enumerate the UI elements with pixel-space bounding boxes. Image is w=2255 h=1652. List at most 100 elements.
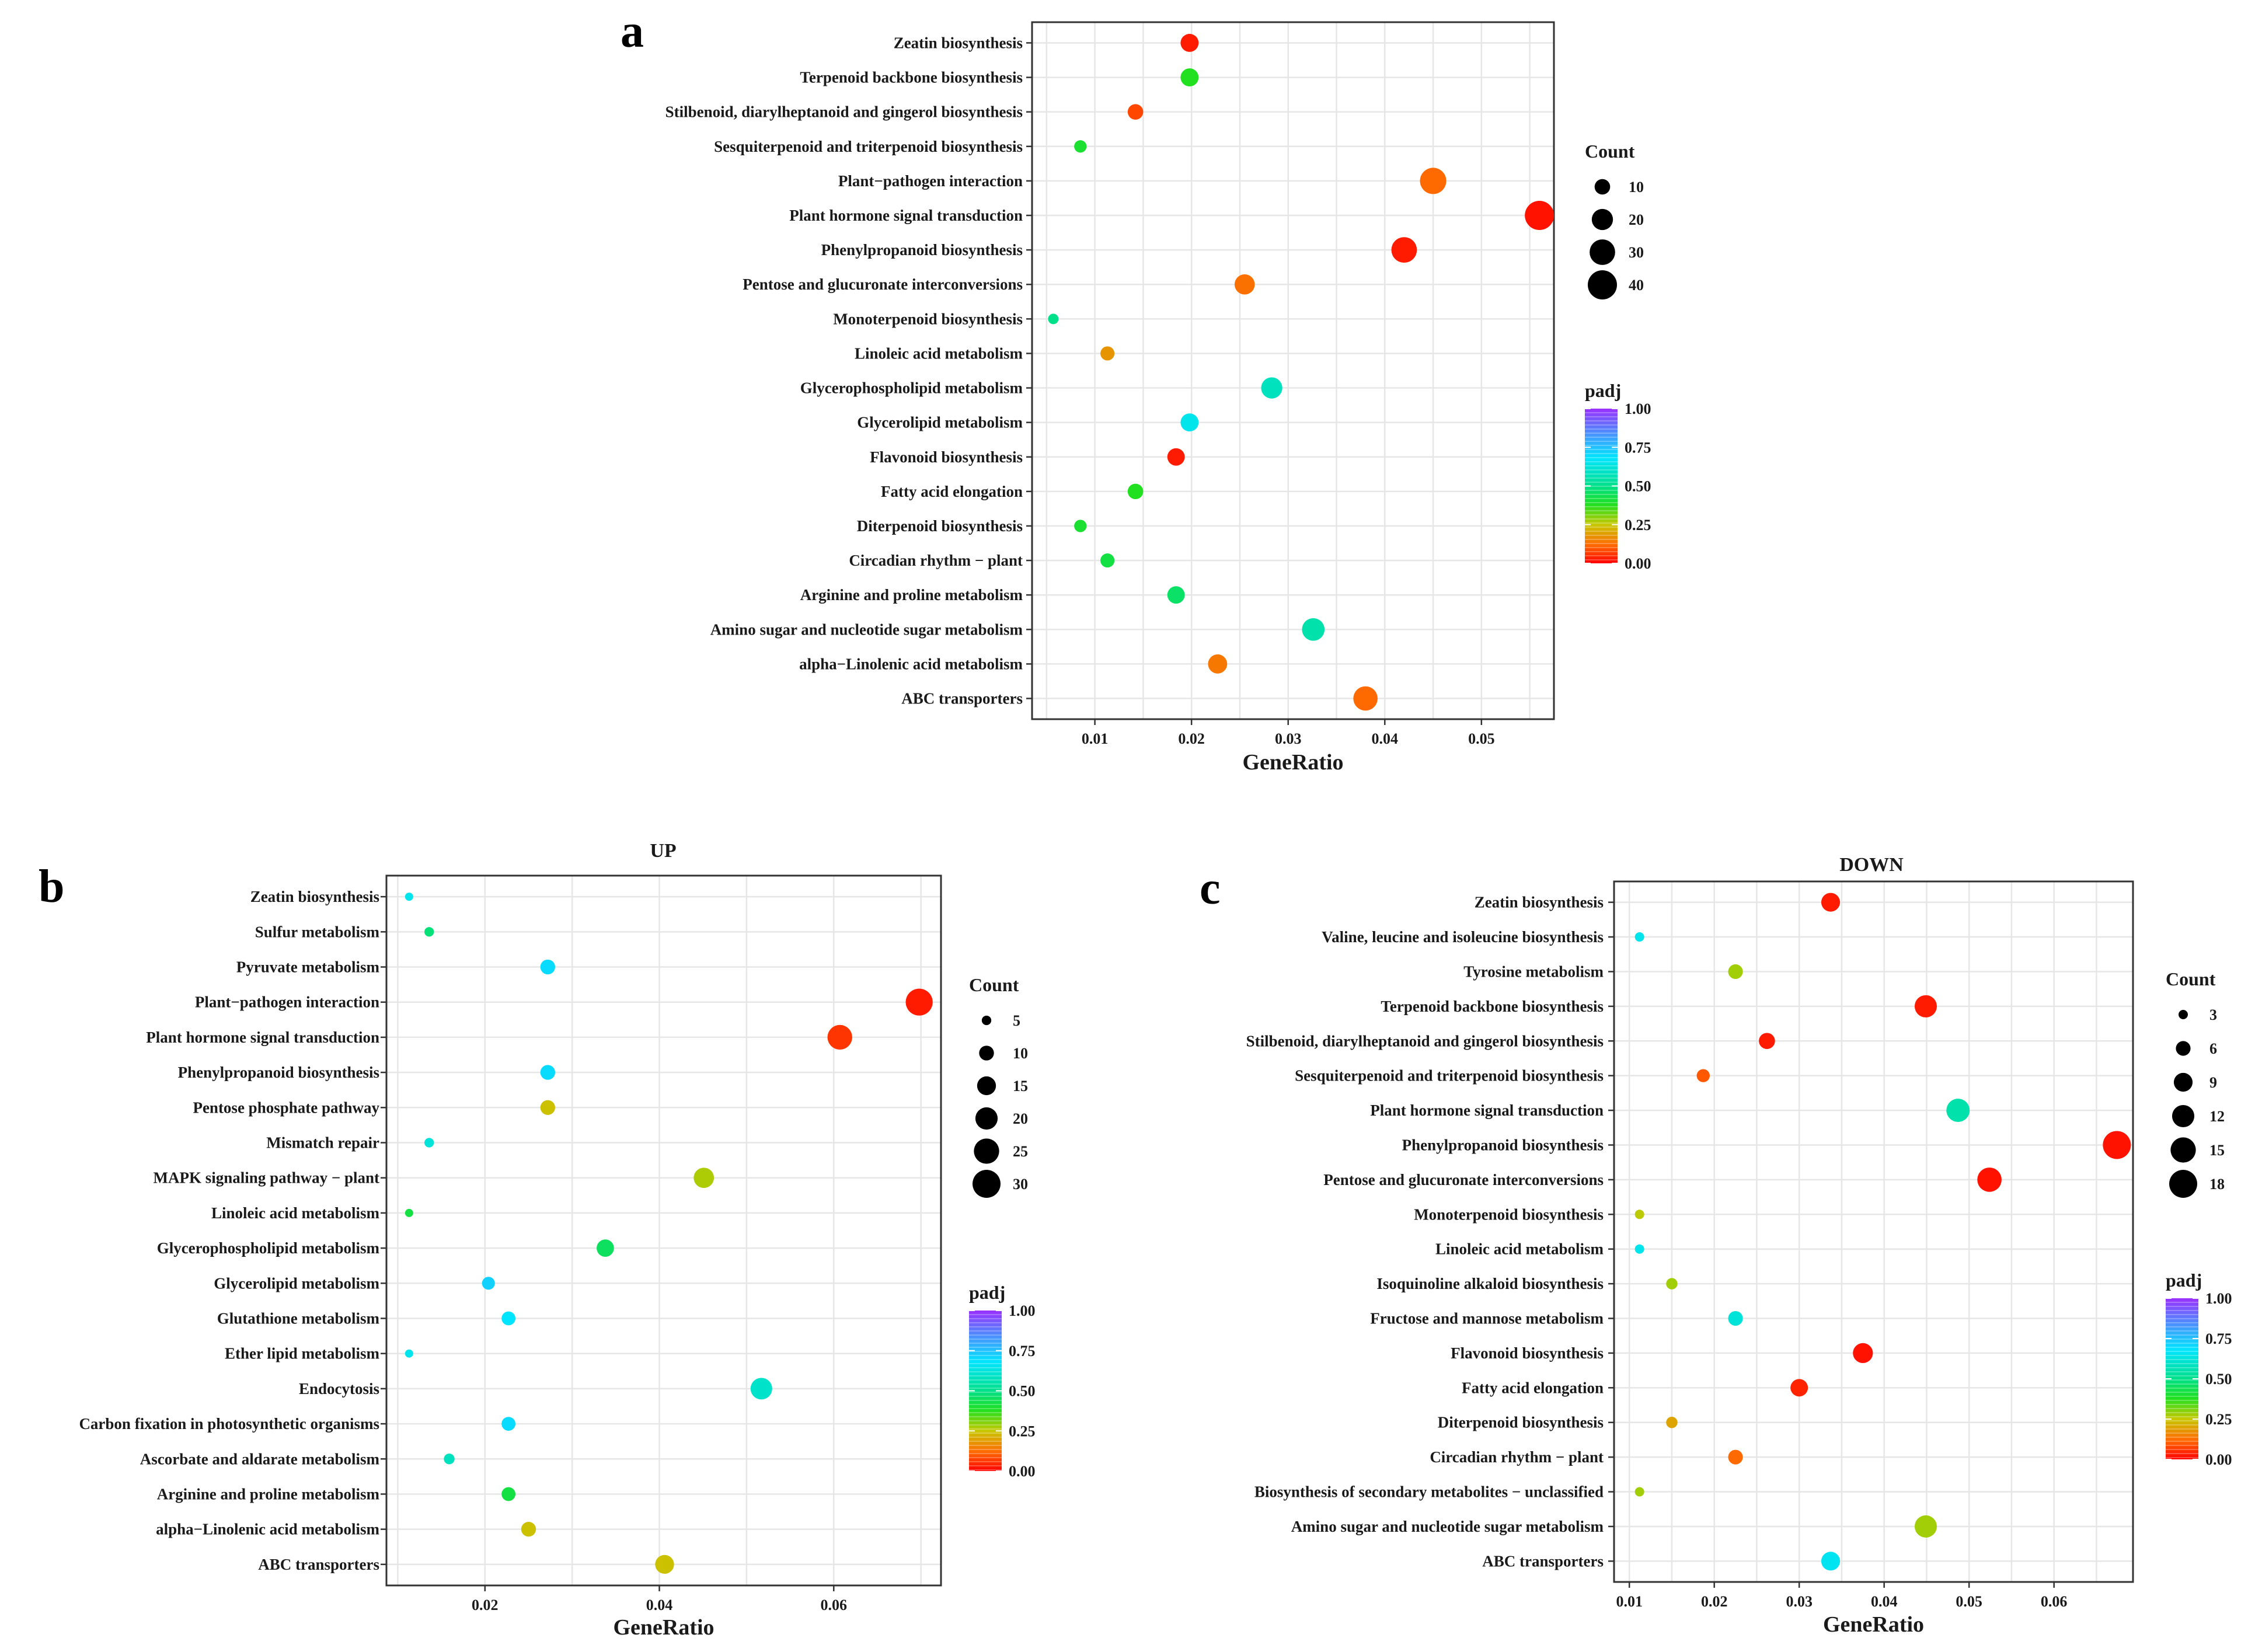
- category-label: Phenylpropanoid biosynthesis: [821, 241, 1023, 259]
- count-legend-dot: [2170, 1137, 2196, 1163]
- category-label: Glutathione metabolism: [217, 1309, 380, 1327]
- count-legend-label: 40: [1629, 277, 1644, 294]
- x-tick-label: 0.02: [1178, 730, 1205, 747]
- panel-b-plot: 0.02 0.04 0.06 GeneRatio Zeatin biosynthesis…: [79, 874, 942, 1640]
- category-label: ABC transporters: [1482, 1552, 1604, 1570]
- data-point: [1977, 1167, 2002, 1192]
- plot-area: [1613, 880, 2134, 1583]
- data-point: [1946, 1099, 1970, 1123]
- count-legend-label: 10: [1013, 1045, 1028, 1062]
- data-point: [1100, 553, 1115, 568]
- category-label: Plant−pathogen interaction: [195, 994, 379, 1011]
- data-point: [444, 1454, 455, 1465]
- count-legend-dot: [981, 1015, 992, 1026]
- category-label: Terpenoid backbone biosynthesis: [1381, 998, 1604, 1015]
- category-label: Ether lipid metabolism: [225, 1345, 380, 1362]
- plot-border: [1031, 21, 1555, 720]
- colorbar-label: 0.25: [2205, 1411, 2232, 1428]
- padj-legend-title: padj: [2166, 1270, 2202, 1291]
- category-label: Ascorbate and aldarate metabolism: [140, 1450, 380, 1468]
- data-point: [655, 1555, 674, 1574]
- data-point: [1208, 654, 1228, 674]
- panel-letter-b: b: [39, 861, 65, 912]
- category-label: Pentose and glucuronate interconversions: [1323, 1171, 1604, 1189]
- count-legend-dot: [2172, 1104, 2195, 1128]
- category-label: alpha−Linolenic acid metabolism: [799, 655, 1023, 672]
- x-tick-label: 0.06: [821, 1597, 848, 1613]
- colorbar-label: 0.25: [1625, 517, 1651, 534]
- data-point: [1914, 995, 1937, 1017]
- data-point: [501, 1417, 516, 1431]
- data-point: [1759, 1033, 1775, 1050]
- category-label: Plant hormone signal transduction: [1370, 1102, 1604, 1119]
- colorbar-label: 0.75: [1625, 439, 1651, 456]
- category-label: Plant hormone signal transduction: [146, 1029, 379, 1046]
- data-point: [750, 1378, 772, 1400]
- category-label: Linoleic acid metabolism: [211, 1204, 379, 1222]
- x-tick-label: 0.06: [2041, 1593, 2068, 1610]
- colorbar-label: 1.00: [2205, 1290, 2232, 1307]
- x-tick-label: 0.04: [1372, 730, 1399, 747]
- data-point: [1420, 168, 1447, 194]
- data-point: [1302, 618, 1325, 641]
- data-point: [1634, 932, 1644, 942]
- data-point: [1821, 1552, 1841, 1571]
- x-tick-label: 0.01: [1616, 1593, 1643, 1610]
- data-point: [1728, 1449, 1743, 1465]
- panel-a-plot: 0.01 0.02 0.03 0.04 0.05 GeneRatio Zeatin bios…: [665, 21, 1555, 775]
- category-label: Biosynthesis of secondary metabolites − …: [1254, 1483, 1604, 1501]
- x-tick-label: 0.03: [1275, 730, 1302, 747]
- data-point: [521, 1522, 536, 1537]
- category-label: Circadian rhythm − plant: [1430, 1448, 1604, 1466]
- colorbar-label: 0.50: [2205, 1371, 2232, 1388]
- count-legend-label: 30: [1013, 1176, 1028, 1193]
- plot-area: [1031, 21, 1555, 720]
- count-legend-dot: [975, 1107, 998, 1130]
- category-label: Linoleic acid metabolism: [1435, 1240, 1604, 1258]
- data-point: [1048, 313, 1059, 325]
- data-point: [1234, 274, 1255, 295]
- category-label: Phenylpropanoid biosynthesis: [178, 1064, 379, 1081]
- x-tick-label: 0.01: [1082, 730, 1109, 747]
- data-point: [1100, 346, 1115, 361]
- category-label: Glycerolipid metabolism: [857, 414, 1023, 431]
- category-label: Fructose and mannose metabolism: [1370, 1310, 1604, 1327]
- data-point: [482, 1277, 495, 1290]
- x-tick-label: 0.03: [1786, 1593, 1813, 1610]
- data-point: [1074, 520, 1087, 532]
- count-legend-dot: [1590, 239, 1615, 265]
- category-label: Carbon fixation in photosynthetic organi…: [79, 1415, 379, 1433]
- category-label: Arginine and proline metabolism: [800, 586, 1023, 604]
- count-legend-label: 20: [1629, 211, 1644, 228]
- data-point: [405, 1208, 413, 1217]
- category-label: Glycerophospholipid metabolism: [800, 379, 1023, 397]
- data-point: [597, 1239, 614, 1257]
- category-label: Glycerophospholipid metabolism: [157, 1239, 380, 1257]
- category-label: Linoleic acid metabolism: [855, 344, 1023, 362]
- data-point: [405, 893, 413, 901]
- category-label: Pentose and glucuronate interconversions: [743, 276, 1023, 293]
- data-point: [540, 1065, 556, 1080]
- count-legend-dot: [2179, 1010, 2188, 1019]
- category-label: Pyruvate metabolism: [236, 959, 380, 976]
- x-tick-label: 0.04: [646, 1597, 673, 1613]
- category-label: alpha−Linolenic acid metabolism: [156, 1521, 379, 1538]
- count-legend-label: 25: [1013, 1143, 1028, 1160]
- colorbar-label: 0.75: [1009, 1343, 1036, 1360]
- count-legend-dot: [2176, 1041, 2191, 1056]
- category-label: Isoquinoline alkaloid biosynthesis: [1376, 1275, 1604, 1292]
- colorbar-label: 0.50: [1009, 1383, 1036, 1400]
- category-label: Stilbenoid, diarylheptanoid and gingerol…: [1246, 1032, 1604, 1050]
- category-label: Tyrosine metabolism: [1463, 963, 1604, 980]
- category-label: Stilbenoid, diarylheptanoid and gingerol…: [665, 103, 1023, 121]
- category-label: Amino sugar and nucleotide sugar metabol…: [710, 621, 1023, 638]
- x-tick-label: 0.04: [1871, 1593, 1898, 1610]
- count-legend-dot: [977, 1076, 996, 1096]
- plot-border: [1613, 880, 2134, 1583]
- category-label: Monoterpenoid biosynthesis: [833, 310, 1023, 327]
- count-legend-dot: [979, 1045, 994, 1061]
- category-label: Diterpenoid biosynthesis: [1438, 1414, 1604, 1431]
- category-label: Flavonoid biosynthesis: [1451, 1344, 1604, 1362]
